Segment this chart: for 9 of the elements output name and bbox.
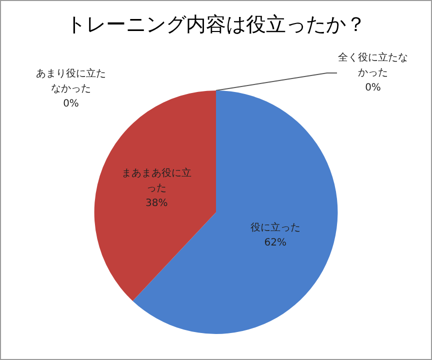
category-label: 全く役に立たなかった — [338, 52, 408, 78]
slice-label: 役に立った — [250, 222, 300, 234]
text: 0% — [365, 82, 381, 94]
category-label: あまり役に立たなかった — [36, 68, 106, 94]
data-label: 38% — [146, 198, 168, 210]
text: 0% — [63, 98, 79, 110]
data-label: 62% — [264, 238, 286, 249]
slice-label: まあまあ役に立った — [122, 167, 192, 194]
chart-title: トレーニング内容は役立ったか？ — [66, 12, 366, 36]
